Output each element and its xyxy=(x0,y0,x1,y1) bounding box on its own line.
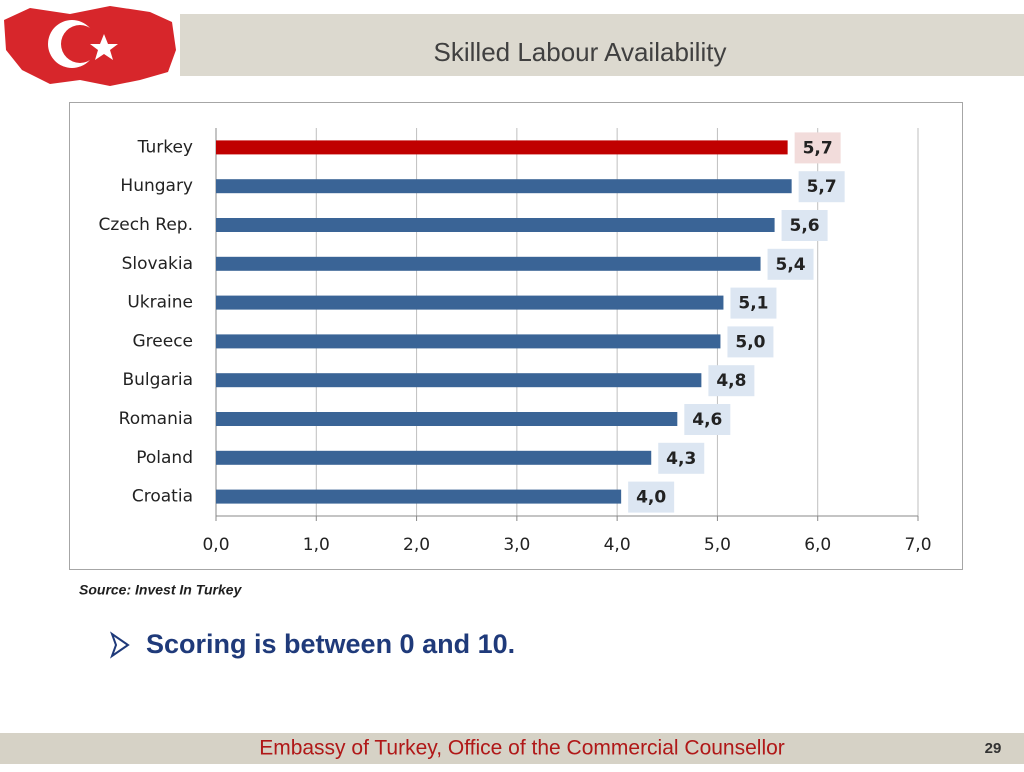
bar xyxy=(216,334,721,349)
value-label: 5,7 xyxy=(803,138,833,158)
x-tick-label: 2,0 xyxy=(403,535,430,555)
x-tick-label: 4,0 xyxy=(604,535,631,555)
value-label-box xyxy=(781,210,828,241)
value-label-box xyxy=(658,442,705,474)
x-tick-label: 5,0 xyxy=(704,535,731,555)
y-tick-label: Turkey xyxy=(137,137,193,157)
value-label-box xyxy=(628,481,675,513)
y-tick-label: Czech Rep. xyxy=(99,215,193,235)
value-label: 5,4 xyxy=(775,255,805,275)
bar xyxy=(216,450,652,465)
bar xyxy=(216,218,775,232)
value-label-box xyxy=(767,248,814,280)
value-label-box xyxy=(794,132,841,164)
bar xyxy=(216,489,622,504)
value-label: 5,0 xyxy=(735,332,765,352)
y-tick-label: Slovakia xyxy=(122,254,193,274)
value-label: 4,3 xyxy=(666,449,696,469)
footer-band xyxy=(0,733,1024,764)
value-label: 4,0 xyxy=(636,488,666,508)
y-tick-label: Poland xyxy=(136,448,193,468)
bullet-arrow xyxy=(109,631,130,659)
bar xyxy=(216,256,761,271)
bar xyxy=(216,373,702,388)
bullet-text: Scoring is between 0 and 10. xyxy=(146,629,515,659)
y-tick-label: Greece xyxy=(132,331,193,351)
header-band xyxy=(180,14,1024,76)
footer-text: Embassy of Turkey, Office of the Commerc… xyxy=(259,737,785,760)
y-tick-label: Ukraine xyxy=(127,293,193,313)
value-label: 5,6 xyxy=(790,216,820,236)
x-tick-label: 3,0 xyxy=(503,535,530,555)
value-label: 5,7 xyxy=(807,177,837,197)
value-label-box xyxy=(730,287,777,319)
bar xyxy=(216,140,788,155)
bar xyxy=(216,295,724,310)
x-tick-label: 7,0 xyxy=(904,535,931,555)
y-tick-label: Bulgaria xyxy=(123,370,194,390)
y-tick-label: Romania xyxy=(119,409,193,429)
value-label: 5,1 xyxy=(738,294,768,314)
value-label-box xyxy=(727,326,774,358)
plot: 0,0 1,0 2,0 3,0 4,0 5,0 6,0 7,0 Turkey 5,7 Hungary… xyxy=(99,128,932,555)
flag-map xyxy=(4,6,176,86)
value-label-box xyxy=(798,171,845,203)
source-note: Source: Invest In Turkey xyxy=(79,582,243,598)
bar xyxy=(216,412,678,426)
x-tick-label: 6,0 xyxy=(804,535,831,555)
x-tick-label: 1,0 xyxy=(303,535,330,555)
y-tick-label: Hungary xyxy=(120,176,193,196)
bar xyxy=(216,179,792,194)
value-label: 4,8 xyxy=(716,371,746,391)
x-tick-label: 0,0 xyxy=(202,535,229,555)
value-label-box xyxy=(684,404,731,435)
slide-title: Skilled Labour Availability xyxy=(434,37,727,67)
page-number: 29 xyxy=(985,740,1002,757)
value-label-box xyxy=(708,365,755,397)
y-tick-label: Croatia xyxy=(132,487,193,507)
value-label: 4,6 xyxy=(692,410,722,430)
